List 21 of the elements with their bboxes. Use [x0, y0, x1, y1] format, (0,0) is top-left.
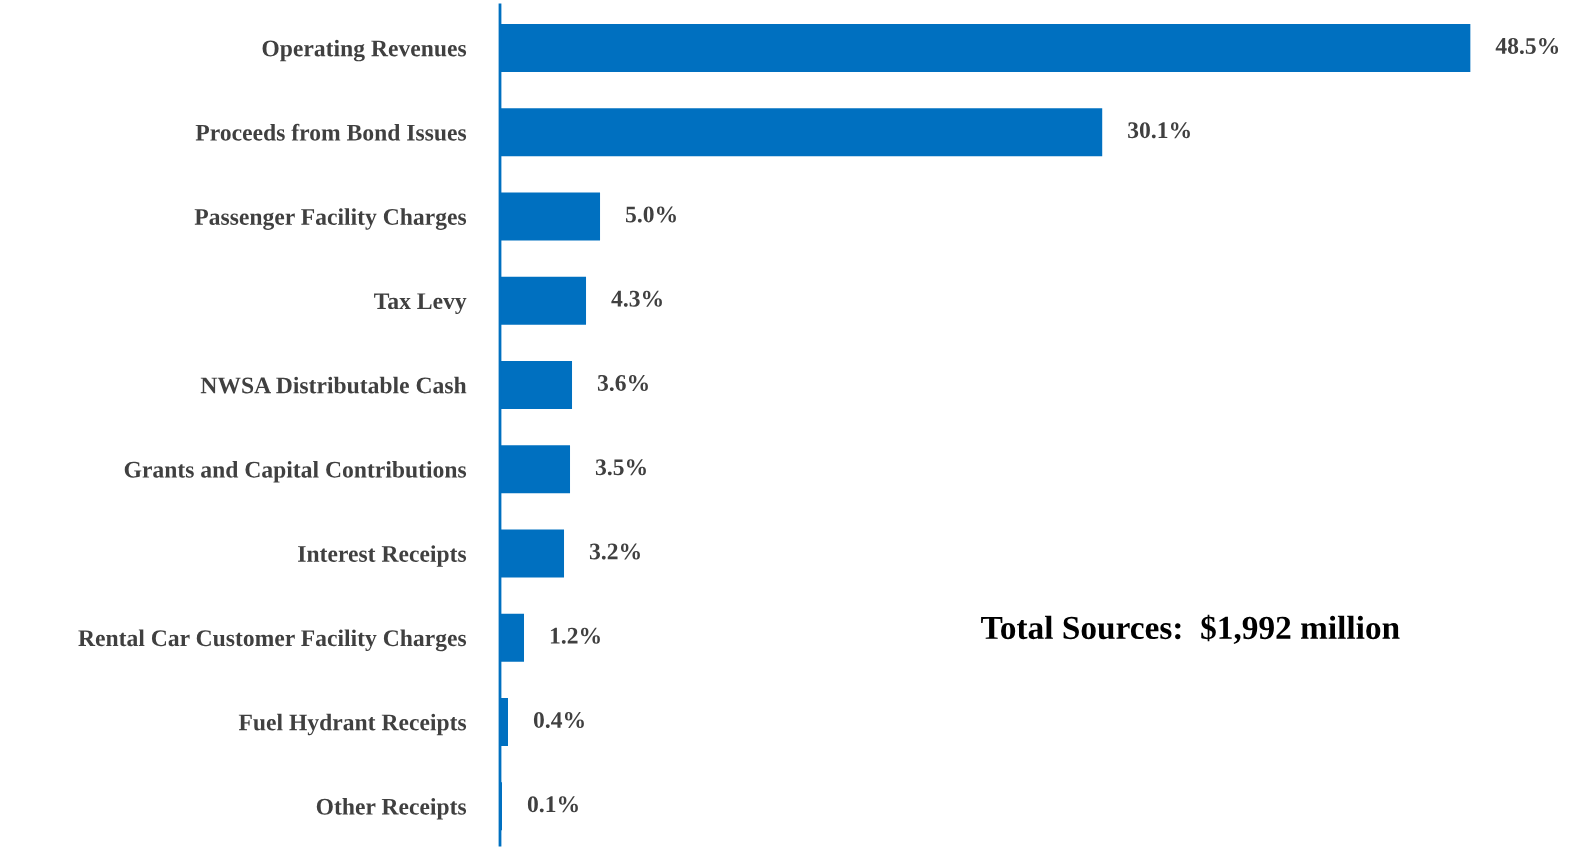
- data-label: 48.5%: [1495, 37, 1559, 54]
- y-tick-label: Interest Receipts: [298, 545, 467, 567]
- data-label: 0.4%: [533, 711, 584, 728]
- y-tick-label: Other Receipts: [316, 798, 467, 820]
- y-tick-label: Fuel Hydrant Receipts: [238, 713, 467, 736]
- data-label: 3.6%: [597, 374, 648, 391]
- data-label: 30.1%: [1128, 122, 1190, 139]
- y-tick-label: Grants and Capital Contributions: [124, 461, 467, 483]
- data-label: 4.3%: [611, 290, 662, 307]
- y-tick-label: Passenger Facility Charges: [194, 208, 467, 230]
- data-label: 0.1%: [527, 796, 578, 813]
- y-tick-label: NWSA Distributable Cash: [200, 376, 467, 394]
- data-label: 1.2%: [550, 627, 600, 644]
- y-tick-label: Tax Levy: [374, 293, 467, 314]
- y-tick-label: Proceeds from Bond Issues: [195, 123, 467, 141]
- annotation: Total Sources: $1,992 million: [981, 614, 1400, 644]
- data-label: 3.5%: [595, 459, 646, 476]
- data-label: 5.0%: [625, 206, 676, 223]
- data-label: 3.2%: [589, 543, 640, 560]
- y-tick-label: Operating Revenues: [262, 39, 467, 62]
- y-tick-label: Rental Car Customer Facility Charges: [78, 629, 467, 652]
